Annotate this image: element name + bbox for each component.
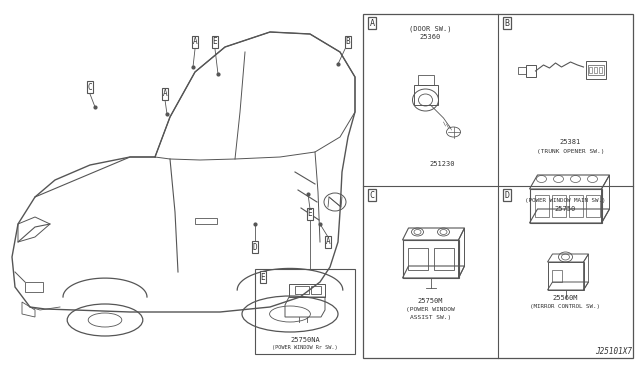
Bar [413, 85, 438, 105]
Bar [25, 282, 43, 292]
Bar [433, 248, 454, 270]
Text: B: B [346, 38, 350, 46]
Bar [568, 195, 582, 217]
Bar [408, 248, 428, 270]
Bar [195, 218, 217, 224]
Bar [363, 14, 633, 358]
Bar [588, 65, 604, 75]
Bar [534, 195, 548, 217]
Bar [295, 286, 309, 294]
Text: A: A [369, 19, 374, 28]
Bar [589, 67, 591, 73]
Text: (DOOR SW.): (DOOR SW.) [409, 25, 452, 32]
Bar [518, 67, 525, 74]
Bar [586, 195, 600, 217]
Text: B: B [504, 19, 509, 28]
Text: E: E [308, 209, 312, 218]
Bar [255, 269, 355, 354]
Bar [417, 75, 433, 85]
Text: E: E [212, 38, 218, 46]
Bar [552, 195, 566, 217]
Bar [593, 67, 596, 73]
Text: A: A [326, 237, 330, 247]
Text: D: D [253, 243, 257, 251]
Text: (TRUNK OPENER SW.): (TRUNK OPENER SW.) [537, 149, 604, 154]
Bar [586, 61, 605, 79]
Bar [525, 65, 536, 77]
Text: (POWER WINDOW MAIN SW.): (POWER WINDOW MAIN SW.) [525, 198, 605, 203]
Text: D: D [504, 190, 509, 199]
Text: A: A [193, 38, 197, 46]
Text: 25560M: 25560M [553, 295, 579, 301]
Bar [598, 67, 602, 73]
Bar [311, 286, 321, 294]
Text: (POWER WINDOW: (POWER WINDOW [406, 307, 455, 312]
Text: 25750: 25750 [555, 206, 576, 212]
Text: 25360: 25360 [420, 34, 441, 40]
Text: (POWER WINDOW Rr SW.): (POWER WINDOW Rr SW.) [272, 344, 338, 350]
Text: 251230: 251230 [429, 161, 455, 167]
Bar [552, 270, 561, 282]
Text: E: E [260, 273, 266, 282]
Text: C: C [369, 190, 374, 199]
Text: 25750NA: 25750NA [290, 337, 320, 343]
Text: 25750M: 25750M [418, 298, 444, 304]
Text: (MIRROR CONTROL SW.): (MIRROR CONTROL SW.) [531, 304, 600, 309]
Text: J25101X7: J25101X7 [595, 347, 632, 356]
Text: A: A [163, 90, 167, 99]
Text: ASSIST SW.): ASSIST SW.) [410, 315, 451, 320]
Text: 25381: 25381 [560, 139, 581, 145]
Text: C: C [88, 83, 92, 92]
